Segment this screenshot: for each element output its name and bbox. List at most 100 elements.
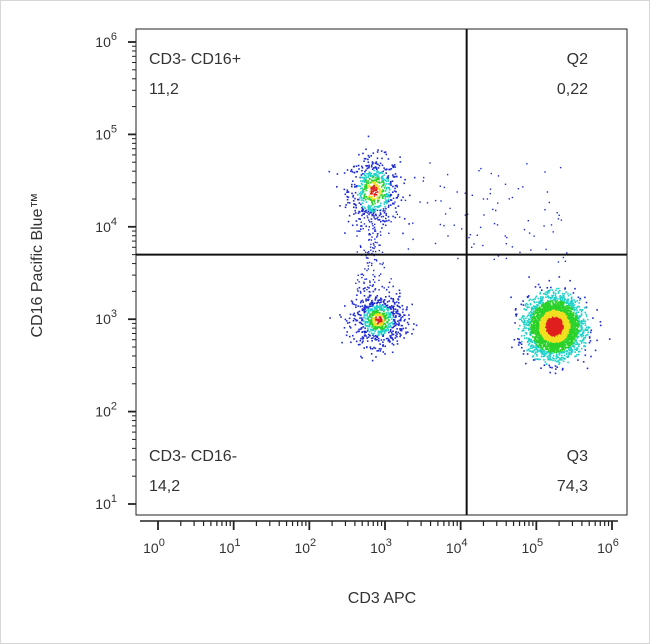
event-dot [537,338,539,340]
event-dot [557,298,559,300]
event-dot [559,304,562,307]
event-dot [364,314,367,317]
event-dot [386,301,389,303]
event-dot [558,362,561,364]
event-dot [369,173,371,175]
event-dot [538,343,541,345]
event-dot [369,210,372,213]
event-dot [552,355,555,357]
event-dot [562,297,565,299]
event-dot [569,325,571,327]
event-dot [362,199,365,202]
event-dot [376,171,378,173]
event-dot [394,173,397,175]
event-dot [535,338,537,340]
event-dot [534,337,537,339]
event-dot [380,309,383,312]
event-dot [343,188,346,191]
event-dot [381,333,384,336]
event-dot [380,194,382,197]
event-dot [392,185,394,188]
event-dot [387,321,389,323]
event-dot [570,319,572,321]
event-dot [380,332,382,334]
event-dot [367,316,370,319]
event-dot [569,352,571,354]
event-dot [555,351,558,354]
event-dot [385,325,388,327]
event-dot [580,347,583,350]
event-dot [371,309,374,311]
event-dot [382,170,384,173]
event-dot [535,312,537,314]
event-dot [395,316,397,318]
event-dot [570,336,573,339]
event-dot [552,294,555,297]
event-dot [554,314,557,316]
event-dot [557,291,560,293]
event-dot [561,351,564,354]
event-dot [362,208,364,211]
event-dot [577,305,580,308]
event-dot [531,332,534,334]
event-dot [573,345,575,347]
event-dot [395,331,397,334]
event-dot [362,188,364,191]
event-dot [384,210,386,212]
event-dot [580,334,582,337]
event-dot [543,323,546,326]
event-dot [389,195,392,197]
event-dot [365,169,367,172]
event-dot [559,330,562,332]
event-dot [381,186,383,188]
event-dot [397,312,400,315]
event-dot [370,164,373,167]
event-dot [529,298,531,301]
event-dot [522,304,525,306]
event-dot [405,327,407,329]
event-dot [521,340,523,343]
event-dot [385,183,387,185]
event-dot [571,337,573,339]
event-dot [537,341,539,343]
event-dot [555,289,557,292]
event-dot [555,357,557,360]
event-dot [386,201,389,203]
event-dot [377,201,379,203]
event-dot [583,341,585,344]
event-dot [375,318,378,320]
event-dot [360,180,362,182]
event-dot [532,327,535,330]
event-dot [388,187,390,189]
event-dot [365,317,367,320]
event-dot [528,328,530,330]
event-dot [560,303,563,306]
event-dot [545,347,548,349]
event-dot [529,338,532,341]
event-dot [384,185,386,187]
event-dot [535,347,538,349]
event-dot [411,303,413,306]
event-dot [343,172,346,174]
event-dot [382,197,384,199]
event-dot [573,306,576,309]
event-dot [529,321,531,323]
event-dot [570,333,573,336]
event-dot [360,322,363,325]
event-dot [577,320,579,322]
event-dot [570,297,573,299]
event-dot [408,318,410,320]
event-dot [362,205,364,208]
event-dot [548,333,551,336]
event-dot [548,307,551,310]
event-dot [372,175,375,178]
event-dot [564,318,566,321]
event-dot [586,367,589,370]
event-dot [359,185,361,187]
event-dot [583,345,585,347]
event-dot [517,344,520,346]
event-dot [544,311,547,313]
event-dot [377,309,379,312]
event-dot [329,317,331,319]
